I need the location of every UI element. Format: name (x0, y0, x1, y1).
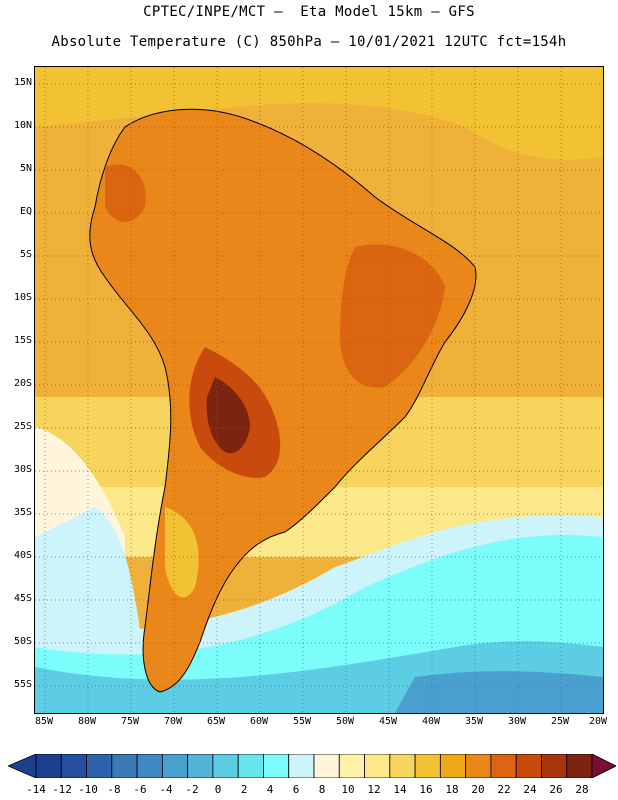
colorbar-segment (515, 754, 542, 778)
lat-label: EQ (19, 206, 32, 217)
colorbar-label: 12 (367, 783, 381, 796)
temperature-map (34, 66, 604, 714)
patagonia-warm (165, 507, 199, 598)
colorbar-segment (161, 754, 189, 778)
colorbar-segment (111, 754, 138, 778)
colorbar-segment (237, 754, 264, 778)
colorbar-label: 2 (240, 783, 248, 796)
colorbar-segment (414, 754, 441, 778)
lat-label: 10N (13, 120, 32, 131)
colorbar-segment (566, 754, 593, 778)
pacific-cold-zone (35, 507, 145, 667)
colorbar-label: 20 (471, 783, 485, 796)
lat-label: 5N (19, 163, 32, 174)
colorbar-label: -6 (133, 783, 147, 796)
colorbar-label: 18 (445, 783, 459, 796)
colorbar-segment (439, 754, 467, 778)
colorbar-label: 4 (266, 783, 274, 796)
lon-label: 80W (77, 716, 97, 727)
deep-cold-patch (395, 671, 603, 713)
colorbar-label: 6 (292, 783, 300, 796)
colorbar-label: 10 (341, 783, 355, 796)
colorbar-segment (465, 754, 492, 778)
lat-label: 10S (13, 292, 32, 303)
colorbar-label: 26 (549, 783, 563, 796)
lon-label: 20W (588, 716, 608, 727)
colorbar-segment (187, 754, 214, 778)
lat-label: 15S (13, 335, 32, 346)
colorbar-label: 28 (575, 783, 589, 796)
lon-label: 25W (550, 716, 570, 727)
colorbar-label: 8 (318, 783, 326, 796)
lon-label: 85W (34, 716, 54, 727)
colorbar-segment (263, 754, 290, 778)
lat-label: 45S (13, 593, 32, 604)
lat-label: 15N (13, 77, 32, 88)
lon-label: 40W (421, 716, 441, 727)
colorbar-segment (364, 754, 391, 778)
colorbar-label: -2 (185, 783, 199, 796)
hot-zone-brazil (340, 244, 445, 388)
colorbar-segment (35, 754, 62, 778)
colorbar-label: 16 (419, 783, 433, 796)
lat-label: 30S (13, 464, 32, 475)
colorbar-segment (338, 754, 365, 778)
lat-label: 55S (13, 679, 32, 690)
lon-label: 45W (378, 716, 398, 727)
lon-label: 35W (464, 716, 484, 727)
lat-label: 25S (13, 421, 32, 432)
lat-label: 20S (13, 378, 32, 389)
lon-label: 55W (292, 716, 312, 727)
colorbar-arrow-high (591, 754, 616, 778)
colorbar (8, 754, 616, 778)
lon-label: 60W (249, 716, 269, 727)
colorbar-segment (490, 754, 517, 778)
colorbar-label: -4 (159, 783, 173, 796)
colorbar-segment (212, 754, 239, 778)
lon-label: 75W (120, 716, 140, 727)
lat-label: 35S (13, 507, 32, 518)
title-line-2: Absolute Temperature (C) 850hPa – 10/01/… (51, 34, 567, 50)
lon-label: 50W (335, 716, 355, 727)
colorbar-arrow-low (8, 754, 37, 778)
caribbean-band (35, 67, 603, 160)
colorbar-segment (288, 754, 315, 778)
colorbar-segment (313, 754, 340, 778)
colorbar-segment (136, 754, 163, 778)
graticule (35, 67, 603, 713)
lon-label: 65W (206, 716, 226, 727)
colorbar-label: -12 (52, 783, 72, 796)
lat-label: 40S (13, 550, 32, 561)
lat-label: 50S (13, 636, 32, 647)
colorbar-label: -14 (26, 783, 46, 796)
lat-label: 5S (19, 249, 32, 260)
colorbar-segment (389, 754, 416, 778)
hot-zone-colombia (105, 164, 146, 222)
colorbar-label: -10 (78, 783, 98, 796)
colorbar-label: 24 (523, 783, 537, 796)
colorbar-label: 0 (214, 783, 222, 796)
lon-label: 70W (163, 716, 183, 727)
hottest-zone (206, 377, 250, 454)
title-line-1: CPTEC/INPE/MCT – Eta Model 15km – GFS (143, 4, 475, 20)
colorbar-segment (541, 754, 568, 778)
colorbar-label: 14 (393, 783, 407, 796)
colorbar-segment (86, 754, 113, 778)
colorbar-label: 22 (497, 783, 511, 796)
colorbar-segment (60, 754, 87, 778)
colorbar-label: -8 (107, 783, 121, 796)
lon-label: 30W (507, 716, 527, 727)
